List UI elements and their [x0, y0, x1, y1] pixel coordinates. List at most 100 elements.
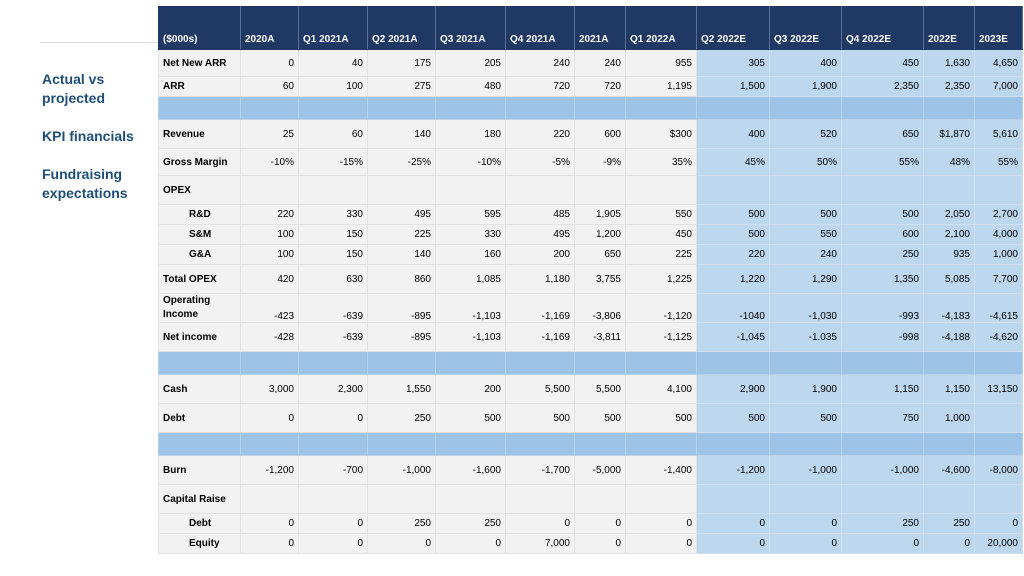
table-cell: -8,000	[974, 455, 1023, 485]
table-cell: -1,200	[240, 455, 299, 485]
table-cell: 0	[574, 533, 626, 554]
divider-cell	[769, 96, 842, 120]
table-cell: -1,169	[505, 293, 575, 323]
table-cell: 520	[769, 119, 842, 149]
table-cell: 250	[367, 403, 436, 433]
sidebar-item-kpi-financials[interactable]: KPI financials	[42, 127, 134, 146]
table-cell: -1,103	[435, 293, 506, 323]
table-cell: 250	[923, 513, 975, 534]
table-cell: 0	[769, 533, 842, 554]
table-cell: 500	[696, 204, 770, 225]
table-row: Burn -1,200 -700 -1,000 -1,600 -1,700 -5,000 -1…	[158, 455, 1023, 485]
sidebar-item-fundraising-expectations[interactable]: Fundraising expectations	[42, 165, 128, 203]
row-label: Burn	[158, 455, 241, 485]
table-cell: 5,500	[505, 374, 575, 404]
table-cell	[574, 175, 626, 205]
table-cell: 0	[769, 513, 842, 534]
table-cell: -25%	[367, 148, 436, 176]
table-cell: 720	[574, 76, 626, 97]
table-cell: 500	[435, 403, 506, 433]
table-cell: 0	[574, 513, 626, 534]
table-cell	[625, 484, 697, 514]
table-cell: 35%	[625, 148, 697, 176]
divider-cell	[435, 96, 506, 120]
row-label: ARR	[158, 76, 241, 97]
table-cell: 1,150	[923, 374, 975, 404]
table-cell: -1,125	[625, 322, 697, 352]
table-cell: 205	[435, 49, 506, 77]
table-cell: 0	[625, 513, 697, 534]
table-cell: 180	[435, 119, 506, 149]
divider-cell	[298, 351, 368, 375]
table-cell: 1,350	[841, 264, 924, 294]
table-cell: 2,050	[923, 204, 975, 225]
row-label: Total OPEX	[158, 264, 241, 294]
table-cell: -1,600	[435, 455, 506, 485]
table-cell: 240	[769, 244, 842, 265]
table-cell: 0	[625, 533, 697, 554]
table-cell: 1,220	[696, 264, 770, 294]
table-cell: -1,120	[625, 293, 697, 323]
table-cell: -5%	[505, 148, 575, 176]
table-cell	[841, 484, 924, 514]
column-header: Q1 2022A	[625, 6, 697, 50]
table-cell: 60	[298, 119, 368, 149]
table-cell: -3,811	[574, 322, 626, 352]
table-cell: 0	[696, 533, 770, 554]
table-cell: 595	[435, 204, 506, 225]
divider-cell	[505, 351, 575, 375]
divider-cell	[696, 432, 770, 456]
table-cell: 330	[435, 224, 506, 245]
table-row: Net income -428 -639 -895 -1,103 -1,169 -3,811…	[158, 322, 1023, 352]
sidebar-item-label: Actual vs	[42, 71, 105, 87]
divider-cell	[298, 96, 368, 120]
table-cell: 500	[841, 204, 924, 225]
table-cell: 60	[240, 76, 299, 97]
divider-cell	[923, 432, 975, 456]
table-cell	[298, 175, 368, 205]
table-cell: 48%	[923, 148, 975, 176]
column-header: Q4 2022E	[841, 6, 924, 50]
sidebar-item-label: projected	[42, 90, 106, 106]
table-cell: 2,350	[923, 76, 975, 97]
table-cell: 480	[435, 76, 506, 97]
row-label: R&D	[158, 204, 241, 225]
table-cell: 0	[298, 533, 368, 554]
row-label: Gross Margin	[158, 148, 241, 176]
table-cell: 20,000	[974, 533, 1023, 554]
row-label: Operating Income	[158, 293, 241, 323]
sidebar-divider	[40, 42, 158, 43]
table-cell: 1,200	[574, 224, 626, 245]
row-label: Cash	[158, 374, 241, 404]
column-header: 2023E	[974, 6, 1023, 50]
sidebar-item-actual-vs-projected[interactable]: Actual vs projected	[42, 70, 105, 108]
table-cell: 500	[574, 403, 626, 433]
table-cell: 250	[841, 244, 924, 265]
table-row: Revenue 25 60 140 180 220 600 $300 400 520 650 $1,8…	[158, 119, 1023, 149]
column-header: Q2 2022E	[696, 6, 770, 50]
table-cell: 1,195	[625, 76, 697, 97]
divider-cell	[574, 96, 626, 120]
table-cell: 500	[625, 403, 697, 433]
column-header: 2021A	[574, 6, 626, 50]
table-row: Debt 0 0 250 250 0 0 0 0 0 250 250 0	[158, 513, 1023, 534]
table-cell: 0	[435, 533, 506, 554]
table-cell: 0	[974, 513, 1023, 534]
table-cell: 860	[367, 264, 436, 294]
table-cell: 7,000	[974, 76, 1023, 97]
table-cell: 650	[841, 119, 924, 149]
table-cell: -428	[240, 322, 299, 352]
table-cell: 400	[769, 49, 842, 77]
row-label: G&A	[158, 244, 241, 265]
table-cell: -4,188	[923, 322, 975, 352]
table-cell: 3,000	[240, 374, 299, 404]
table-cell: 1,000	[923, 403, 975, 433]
table-cell	[435, 175, 506, 205]
row-label: Revenue	[158, 119, 241, 149]
divider-cell	[974, 96, 1023, 120]
section-divider-row	[158, 351, 1023, 375]
table-cell: 1,900	[769, 374, 842, 404]
table-cell: -1040	[696, 293, 770, 323]
row-label: Debt	[158, 403, 241, 433]
row-label: Equity	[158, 533, 241, 554]
